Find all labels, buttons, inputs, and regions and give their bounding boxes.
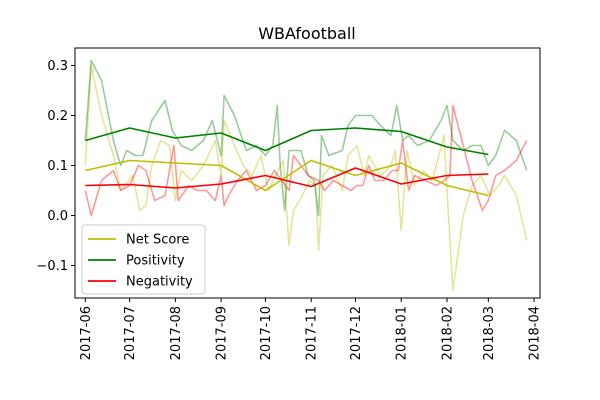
x-tick-label: 2017-09 xyxy=(215,306,230,360)
plot-frame xyxy=(74,47,541,299)
y-tick-label: 0.0 xyxy=(47,209,68,224)
x-tick-label: 2017-12 xyxy=(349,306,364,360)
x-tick-label: 2018-02 xyxy=(441,306,456,360)
legend-box xyxy=(81,224,206,295)
legend-label-net-score: Net Score xyxy=(126,233,189,248)
y-tick-label: 0.1 xyxy=(47,159,68,174)
series-raw-positivity xyxy=(84,59,528,217)
series-layer xyxy=(84,59,528,292)
y-tick-label: 0.2 xyxy=(47,109,68,124)
x-tick-label: 2017-10 xyxy=(259,306,274,360)
x-tick-label: 2018-03 xyxy=(482,306,497,360)
x-tick-label: 2017-11 xyxy=(305,306,320,360)
series-monthly-negativity xyxy=(85,167,489,189)
legend-label-positivity: Positivity xyxy=(126,254,185,269)
series-monthly-positivity xyxy=(85,127,489,156)
legend: Net Score Positivity Negativity xyxy=(81,224,206,295)
axes-layer: −0.1 0.0 0.1 0.2 0.3 2017-06 2017-07 2017-08 201… xyxy=(36,47,543,360)
series-raw-net-score xyxy=(84,64,528,292)
chart-title: WBAfootball xyxy=(258,24,356,43)
y-tick-label: 0.3 xyxy=(47,59,68,74)
x-tick-label: 2017-08 xyxy=(169,306,184,360)
legend-label-negativity: Negativity xyxy=(126,275,193,290)
x-tick-label: 2017-06 xyxy=(79,306,94,360)
x-tick-label: 2018-01 xyxy=(395,306,410,360)
y-tick-label: −0.1 xyxy=(36,259,68,274)
series-monthly-net-score xyxy=(85,159,489,197)
series-raw-negativity xyxy=(84,104,528,217)
x-tick-label: 2018-04 xyxy=(528,306,543,360)
x-tick-label: 2017-07 xyxy=(123,306,138,360)
